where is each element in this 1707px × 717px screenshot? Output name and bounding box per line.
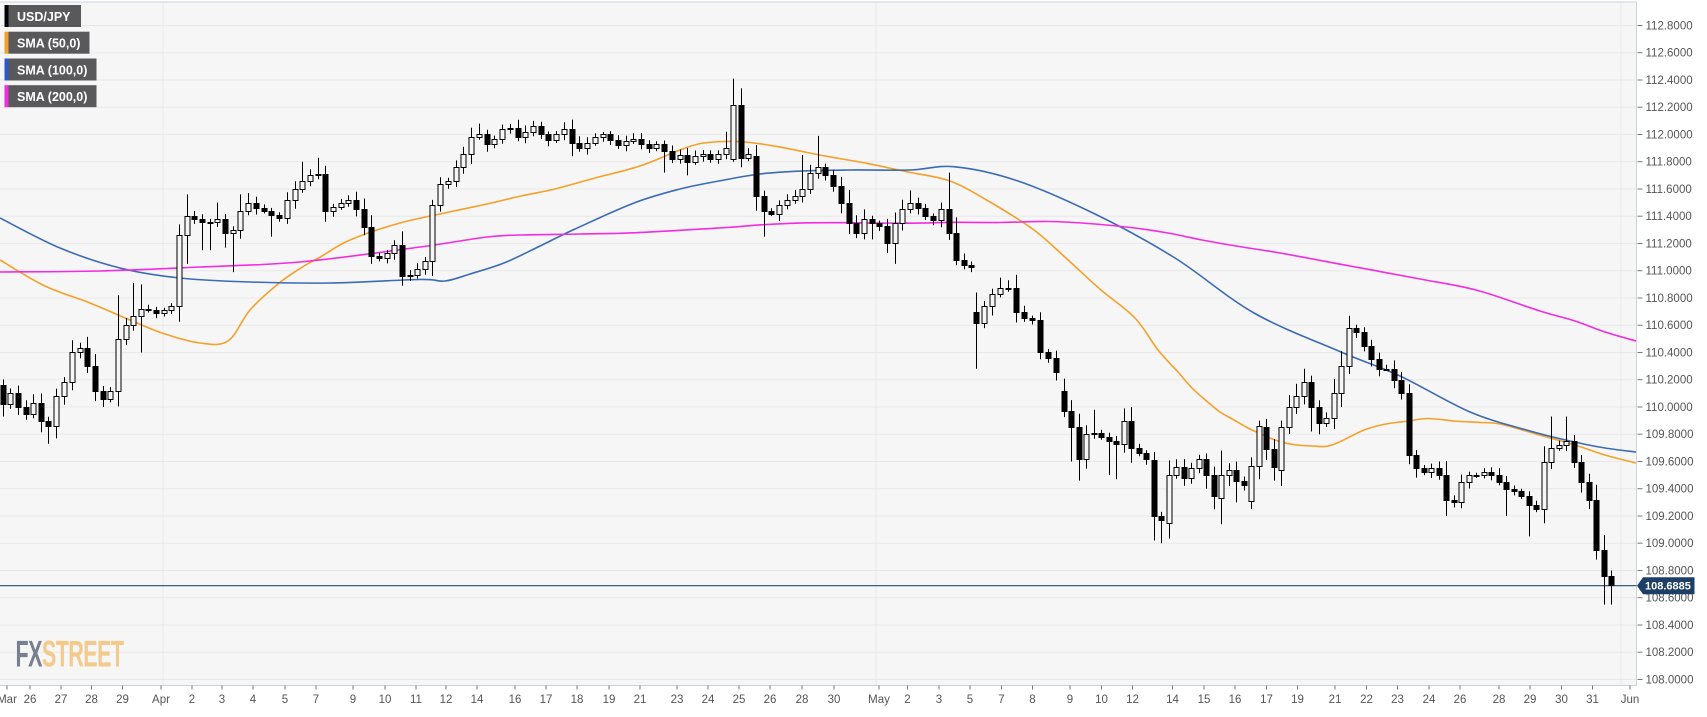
- svg-text:3: 3: [936, 694, 942, 706]
- svg-text:108.6885: 108.6885: [1645, 581, 1691, 593]
- svg-text:7: 7: [998, 694, 1004, 706]
- svg-text:29: 29: [1524, 694, 1537, 706]
- svg-text:19: 19: [603, 694, 616, 706]
- svg-text:109.8000: 109.8000: [1646, 429, 1694, 441]
- svg-text:16: 16: [1229, 694, 1242, 706]
- svg-text:FXSTREET: FXSTREET: [16, 633, 125, 675]
- svg-text:109.0000: 109.0000: [1646, 538, 1694, 550]
- svg-text:29: 29: [116, 694, 129, 706]
- svg-text:112.4000: 112.4000: [1646, 75, 1693, 87]
- svg-text:17: 17: [540, 694, 553, 706]
- svg-text:4: 4: [250, 694, 257, 706]
- svg-text:112.0000: 112.0000: [1646, 130, 1693, 142]
- svg-text:10: 10: [1095, 694, 1108, 706]
- svg-text:11: 11: [410, 694, 422, 706]
- svg-text:16: 16: [509, 694, 522, 706]
- svg-text:14: 14: [471, 694, 484, 706]
- svg-text:23: 23: [671, 694, 684, 706]
- svg-text:31: 31: [1586, 694, 1599, 706]
- svg-text:110.0000: 110.0000: [1646, 402, 1693, 414]
- svg-text:9: 9: [350, 694, 356, 706]
- svg-text:28: 28: [796, 694, 809, 706]
- svg-text:112.6000: 112.6000: [1646, 48, 1693, 60]
- svg-text:14: 14: [1166, 694, 1179, 706]
- svg-text:10: 10: [379, 694, 392, 706]
- svg-text:May: May: [868, 694, 890, 706]
- svg-text:110.4000: 110.4000: [1646, 348, 1693, 360]
- svg-text:27: 27: [55, 694, 68, 706]
- svg-text:21: 21: [1329, 694, 1342, 706]
- svg-text:28: 28: [1493, 694, 1506, 706]
- svg-text:110.8000: 110.8000: [1646, 293, 1693, 305]
- svg-text:5: 5: [282, 694, 288, 706]
- svg-text:112.8000: 112.8000: [1646, 21, 1693, 33]
- svg-text:SMA (100,0): SMA (100,0): [17, 64, 87, 78]
- svg-text:17: 17: [1260, 694, 1273, 706]
- svg-text:109.2000: 109.2000: [1646, 511, 1694, 523]
- svg-text:110.2000: 110.2000: [1646, 375, 1693, 387]
- svg-text:18: 18: [571, 694, 584, 706]
- svg-text:23: 23: [1391, 694, 1404, 706]
- svg-text:5: 5: [967, 694, 973, 706]
- svg-text:111.2000: 111.2000: [1646, 239, 1692, 251]
- svg-text:24: 24: [702, 694, 715, 706]
- svg-text:111.0000: 111.0000: [1646, 266, 1692, 278]
- svg-text:SMA (50,0): SMA (50,0): [17, 37, 80, 51]
- svg-text:111.6000: 111.6000: [1646, 184, 1692, 196]
- svg-text:109.6000: 109.6000: [1646, 457, 1694, 469]
- svg-text:21: 21: [634, 694, 647, 706]
- svg-text:8: 8: [1029, 694, 1035, 706]
- svg-text:USD/JPY: USD/JPY: [17, 10, 71, 24]
- svg-text:24: 24: [1423, 694, 1436, 706]
- svg-text:2: 2: [189, 694, 195, 706]
- svg-text:9: 9: [1067, 694, 1073, 706]
- svg-text:3: 3: [219, 694, 225, 706]
- svg-text:12: 12: [1126, 694, 1139, 706]
- svg-text:109.4000: 109.4000: [1646, 484, 1694, 496]
- svg-text:110.6000: 110.6000: [1646, 320, 1693, 332]
- svg-text:108.6000: 108.6000: [1646, 593, 1694, 605]
- svg-text:22: 22: [1360, 694, 1373, 706]
- svg-text:30: 30: [1555, 694, 1568, 706]
- svg-text:108.2000: 108.2000: [1646, 647, 1694, 659]
- svg-text:19: 19: [1291, 694, 1304, 706]
- svg-text:108.8000: 108.8000: [1646, 566, 1694, 578]
- svg-text:108.4000: 108.4000: [1646, 620, 1694, 632]
- svg-text:26: 26: [1454, 694, 1467, 706]
- svg-text:111.4000: 111.4000: [1646, 211, 1692, 223]
- svg-text:28: 28: [85, 694, 98, 706]
- svg-text:112.2000: 112.2000: [1646, 102, 1693, 114]
- svg-text:111.8000: 111.8000: [1646, 157, 1692, 169]
- svg-text:Apr: Apr: [152, 694, 170, 706]
- svg-text:25: 25: [733, 694, 746, 706]
- svg-text:26: 26: [764, 694, 777, 706]
- svg-text:108.0000: 108.0000: [1646, 675, 1694, 687]
- svg-text:7: 7: [313, 694, 319, 706]
- svg-text:15: 15: [1198, 694, 1211, 706]
- svg-text:26: 26: [24, 694, 37, 706]
- svg-text:12: 12: [440, 694, 453, 706]
- svg-text:SMA (200,0): SMA (200,0): [17, 90, 87, 104]
- svg-text:Jun: Jun: [1621, 694, 1640, 706]
- svg-text:2: 2: [904, 694, 910, 706]
- svg-text:30: 30: [828, 694, 841, 706]
- svg-text:Mar: Mar: [0, 694, 17, 706]
